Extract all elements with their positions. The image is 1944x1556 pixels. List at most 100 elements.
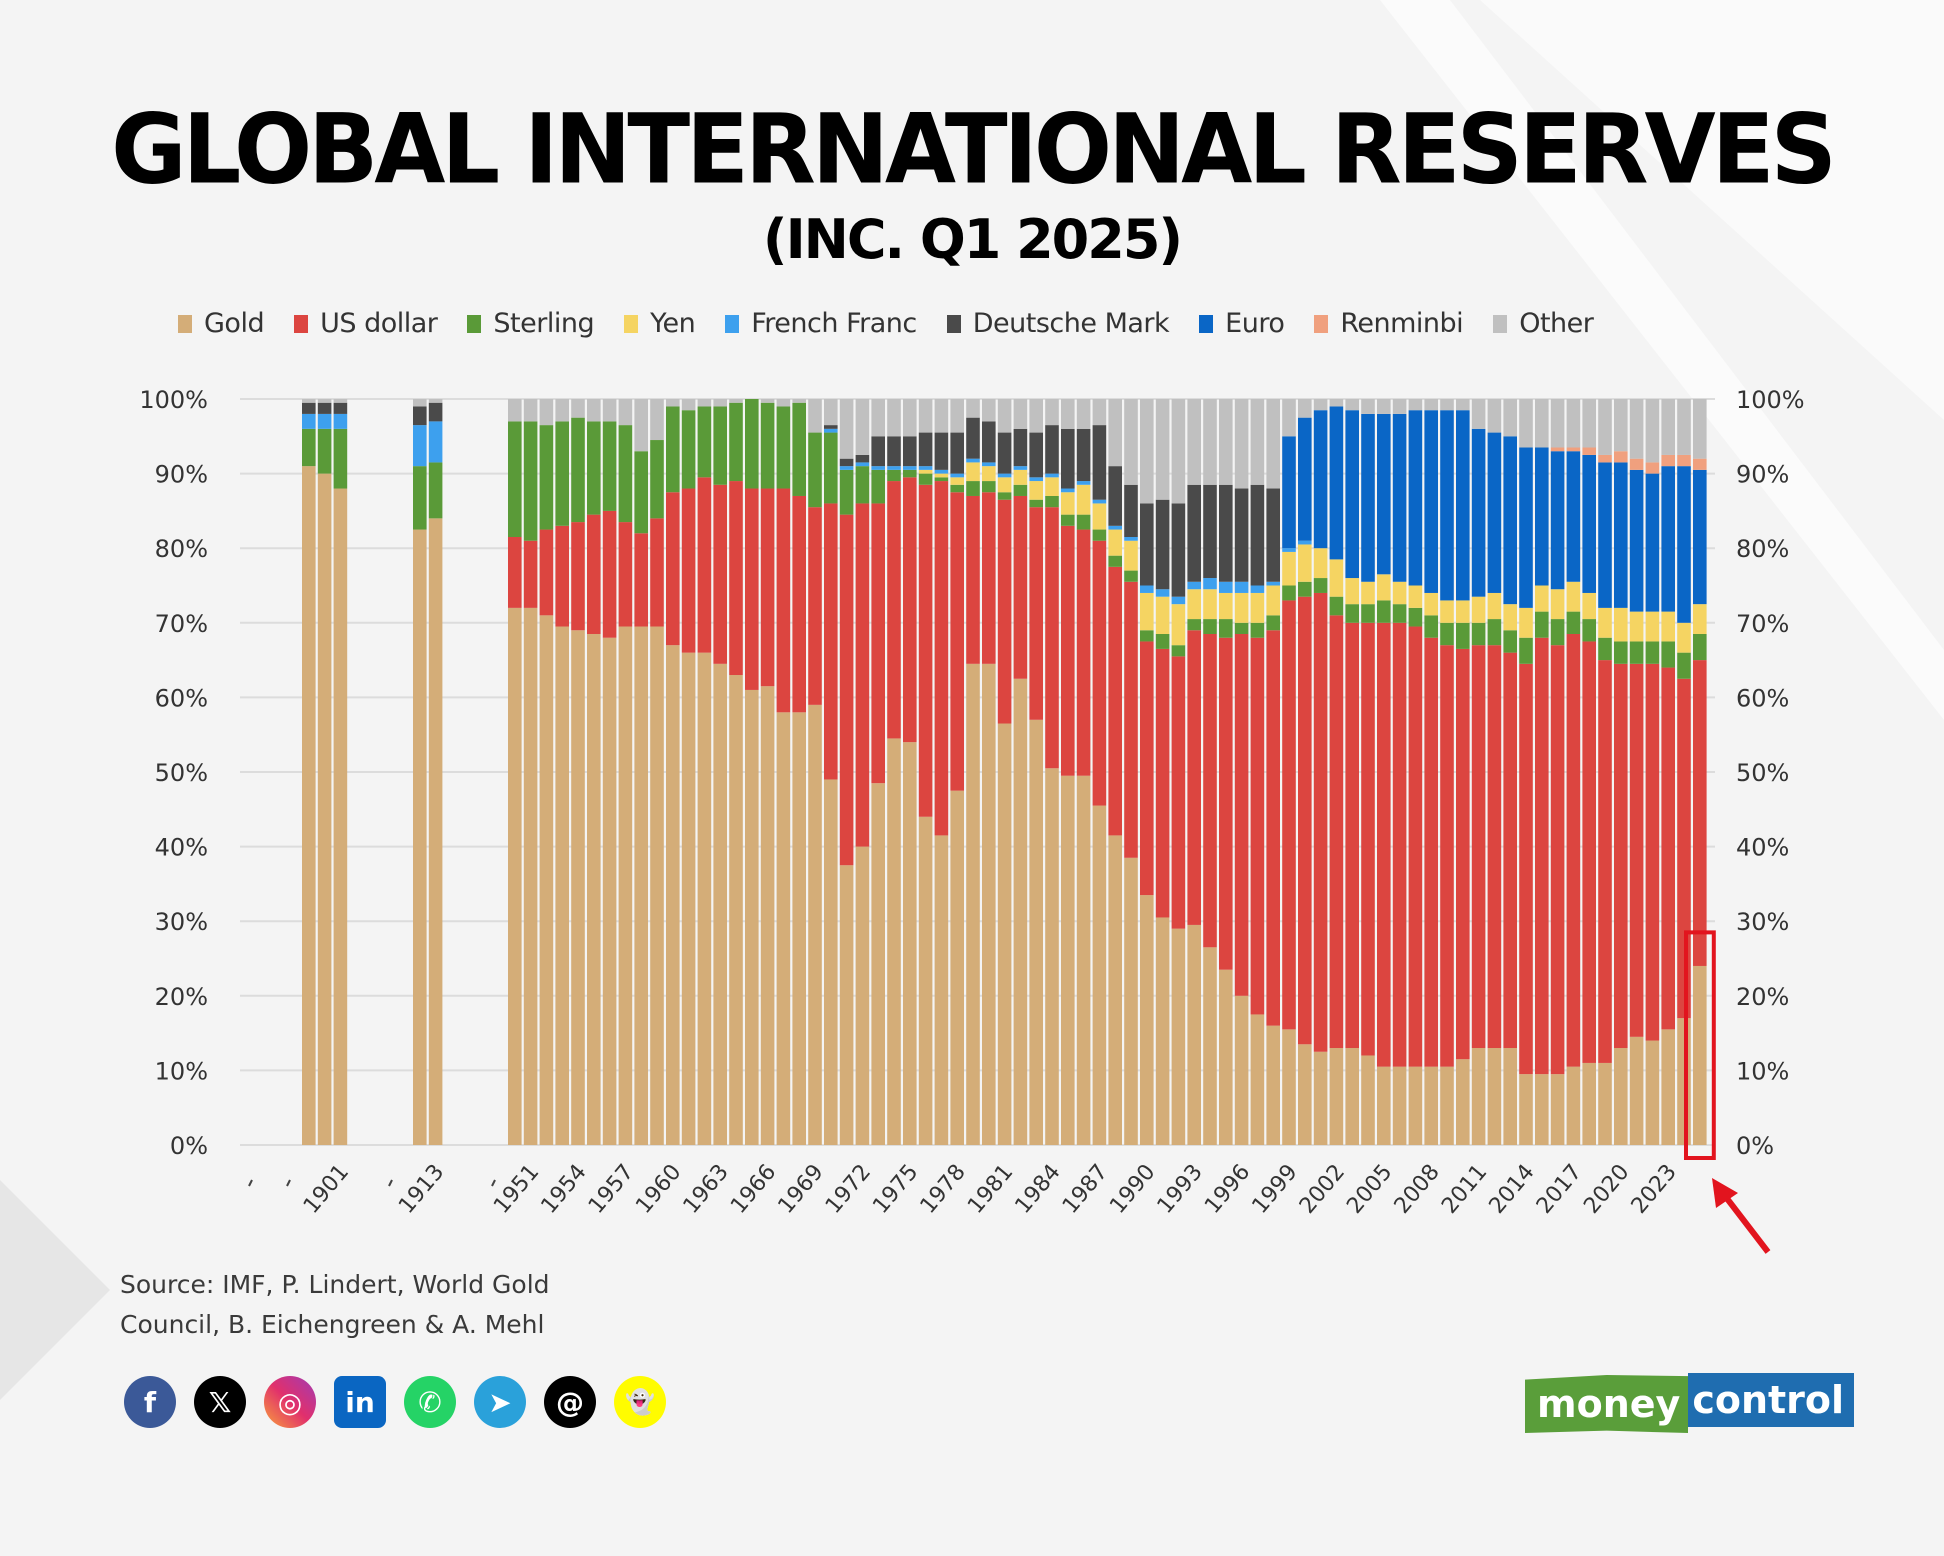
bar-segment-gold-1972 [855,846,870,1145]
bar-segment-gold-1966 [760,686,775,1145]
bar-segment-other-1996 [1234,399,1249,489]
bar-segment-other-1994 [1203,399,1217,485]
bar-segment-gold-1899 [302,466,316,1145]
instagram-icon[interactable]: ◎ [264,1376,316,1428]
x-tick-label: 1984 [1011,1160,1066,1219]
bar-segment-gold-2014 [1519,1074,1533,1145]
bar-segment-other-1984 [1045,399,1059,426]
legend-swatch [467,314,482,333]
bar-segment-sterling-1978 [950,484,964,493]
bar-segment-other-1997 [1250,399,1265,485]
bar-segment-us-dollar-1986 [1076,529,1091,776]
bar-segment-yen-2008 [1424,592,1438,616]
y-tick-label-right: 80% [1736,535,1789,563]
bar-segment-other-1995 [1219,399,1233,485]
bar-segment-other-2004 [1361,399,1375,414]
bar-segment-us-dollar-1985 [1061,525,1075,776]
bar-segment-euro-2010 [1456,410,1470,601]
bar-segment-sterling-2007 [1408,607,1423,627]
bar-segment-sterling-2020 [1614,641,1628,664]
bar-segment-us-dollar-2024 [1677,678,1691,1019]
y-tick-label-right: 10% [1736,1057,1789,1085]
facebook-icon[interactable]: f [124,1376,176,1428]
bar-segment-us-dollar-2023 [1661,667,1675,1030]
source-note: Source: IMF, P. Lindert, World Gold Coun… [120,1265,640,1345]
legend-swatch [1314,314,1329,333]
legend-item-us-dollar: US dollar [294,308,438,339]
bar-segment-gold-1967 [776,712,791,1145]
bar-segment-gold-1950 [508,607,522,1145]
bar-segment-us-dollar-1955 [587,514,601,634]
bar-segment-us-dollar-1990 [1140,641,1154,896]
x-tick-label: 1957 [584,1160,639,1219]
bar-segment-french-franc-1988 [1108,525,1122,530]
bar-segment-deutsche-mark-1979 [966,417,980,459]
bar-segment-yen-2011 [1471,596,1486,623]
bar-segment-us-dollar-1979 [966,495,980,664]
legend-label: French Franc [751,308,917,339]
bar-segment-sterling-1950 [508,421,522,538]
bar-segment-deutsche-mark-1991 [1155,499,1170,590]
bar-segment-us-dollar-1968 [792,495,806,713]
bar-segment-euro-1999 [1282,436,1296,549]
bar-segment-deutsche-mark-1988 [1108,466,1122,526]
bar-segment-us-dollar-1963 [713,484,727,664]
bar-segment-other-1976 [918,399,933,433]
bar-segment-other-2022 [1645,399,1660,463]
bar-segment-other-1950 [508,399,522,422]
bar-segment-gold-1958 [634,626,648,1145]
bar-segment-french-franc-1983 [1029,477,1043,482]
bar-segment-other-1967 [776,399,791,407]
bar-segment-gold-1979 [966,663,980,1145]
bar-segment-sterling-1984 [1045,495,1059,508]
bar-segment-yen-2002 [1329,559,1344,597]
linkedin-icon[interactable]: in [334,1376,386,1428]
x-tick-mark [286,1179,291,1187]
bar-segment-gold-1999 [1282,1029,1296,1145]
bar-segment-us-dollar-1960 [666,492,680,646]
bar-segment-sterling-1987 [1092,529,1107,541]
x-tick-mark [491,1179,496,1187]
bar-segment-us-dollar-1984 [1045,507,1059,769]
legend-item-deutsche-mark: Deutsche Mark [946,308,1170,339]
legend-label: US dollar [320,308,438,339]
bar-segment-other-2007 [1408,399,1423,411]
moneycontrol-logo[interactable]: money control [1525,1373,1855,1433]
bar-segment-euro-2005 [1377,413,1391,575]
bar-segment-us-dollar-2020 [1614,663,1628,1049]
bar-segment-sterling-1985 [1061,514,1075,526]
logo-control: control [1688,1373,1855,1427]
threads-icon[interactable]: @ [544,1376,596,1428]
whatsapp-icon[interactable]: ✆ [404,1376,456,1428]
bar-segment-gold-1980 [982,663,996,1145]
telegram-icon[interactable]: ➤ [474,1376,526,1428]
bar-segment-gold-1988 [1108,835,1122,1145]
bar-segment-other-1957 [618,399,633,426]
bar-segment-sterling-1963 [713,406,727,485]
bar-segment-gold-1981 [997,723,1012,1145]
bar-segment-other-1974 [887,399,901,437]
bar-segment-gold-1973 [871,783,885,1145]
bar-segment-deutsche-mark-1998 [1266,488,1280,582]
bar-segment-us-dollar-2014 [1519,663,1533,1075]
bar-segment-us-dollar-1970 [824,503,838,780]
bar-segment-deutsche-mark-1976 [918,432,933,467]
bar-segment-french-franc-1987 [1092,499,1107,504]
snapchat-icon[interactable]: 👻 [614,1376,666,1428]
bar-segment-sterling-1971 [839,469,854,515]
bar-segment-other-1986 [1076,399,1091,429]
x-twitter-icon[interactable]: 𝕏 [194,1376,246,1428]
bar-segment-sterling-1990 [1140,630,1154,642]
bar-segment-gold-1970 [824,779,838,1145]
bar-segment-renminbi-2021 [1629,458,1644,470]
legend-label: Gold [204,308,265,339]
bar-segment-sterling-1996 [1234,622,1249,634]
bar-segment-yen-1998 [1266,585,1280,616]
bar-segment-euro-2000 [1298,417,1312,541]
bar-segment-sterling-1966 [760,402,775,489]
bar-segment-euro-2022 [1645,473,1660,612]
bar-segment-us-dollar-1953 [555,525,569,627]
bar-segment-us-dollar-1972 [855,503,870,847]
bar-segment-sterling-2014 [1519,637,1533,664]
bar-segment-gold-2003 [1345,1048,1359,1145]
